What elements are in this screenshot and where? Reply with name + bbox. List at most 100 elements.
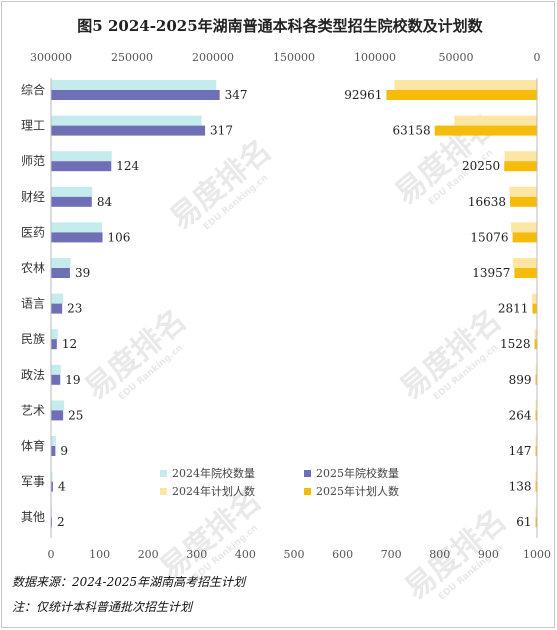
bar-right-2025	[535, 517, 537, 528]
data-label-left: 84	[97, 195, 113, 209]
data-label-left: 124	[116, 159, 139, 173]
data-label-left: 23	[67, 302, 82, 316]
bottom-tick-label: 1000	[523, 548, 551, 561]
bar-left-2025	[51, 161, 112, 172]
bar-right-2024	[512, 258, 537, 268]
category-label: 民族	[21, 332, 45, 346]
bar-left-2025	[51, 268, 70, 278]
data-label-right: 138	[509, 480, 532, 494]
bar-left-2025	[51, 410, 64, 421]
bottom-axis: 0 100 200 300 400 500 600 700 800 900 1000	[48, 548, 552, 561]
bar-left-2025	[51, 303, 63, 314]
data-label-right: 13957	[472, 266, 510, 280]
top-tick-label: 50000	[439, 51, 474, 64]
bar-left-2024	[51, 222, 103, 233]
bar-left-2024	[51, 293, 64, 304]
legend-label: 2025年院校数量	[316, 466, 399, 480]
data-label-left: 347	[225, 88, 248, 102]
bar-right-2024	[535, 364, 537, 375]
top-tick-label: 200000	[192, 51, 234, 64]
bottom-tick-label: 200	[138, 548, 159, 561]
data-label-left: 2	[57, 515, 65, 529]
bar-left-2024	[51, 186, 93, 197]
legend-item: 2024年院校数量	[160, 466, 255, 480]
left-panel-bars: 347 317 124 84 106 39 23 12 19 25 9 4 2	[51, 80, 248, 529]
bar-left-2025	[51, 481, 53, 492]
data-label-left: 12	[62, 337, 77, 351]
bar-right-2025	[535, 410, 537, 421]
right-panel-bars: 92961 63158 20250 16638 15076 13957 2811 1528 89…	[344, 80, 537, 529]
bar-left-2024	[51, 400, 65, 411]
bar-right-2024	[534, 329, 537, 340]
bar-left-2025	[51, 374, 61, 385]
bar-right-2024	[535, 471, 537, 482]
bar-right-2024	[511, 222, 537, 233]
bar-right-2025	[434, 125, 537, 136]
legend-swatch	[304, 488, 311, 495]
bar-left-2024	[51, 80, 217, 90]
top-tick-label: 300000	[30, 51, 72, 64]
bottom-tick-label: 600	[332, 548, 353, 561]
category-label: 政法	[21, 368, 45, 382]
bar-left-2024	[51, 364, 61, 375]
bar-left-2025	[51, 232, 103, 243]
category-label: 其他	[21, 510, 45, 524]
bar-left-2024	[51, 115, 202, 126]
bar-right-2024	[509, 186, 537, 197]
bar-right-2024	[394, 80, 537, 90]
legend-swatch	[160, 470, 167, 477]
top-axis: 300000 250000 200000 150000 100000 50000 0	[30, 51, 541, 64]
data-label-right: 899	[509, 373, 532, 387]
category-label: 军事	[21, 475, 45, 489]
legend-item: 2025年计划人数	[304, 484, 399, 498]
bar-right-2024	[504, 151, 537, 162]
bar-left-2025	[51, 90, 220, 100]
bar-right-2025	[535, 374, 537, 385]
category-label: 师范	[21, 154, 45, 168]
data-label-left: 4	[58, 480, 66, 494]
bar-left-2025	[51, 339, 57, 350]
legend-label: 2024年院校数量	[172, 466, 255, 480]
category-label: 农林	[21, 261, 45, 275]
data-label-right: 1528	[500, 337, 531, 351]
legend-label: 2025年计划人数	[316, 484, 399, 498]
bar-right-2025	[504, 161, 537, 172]
bar-right-2024	[454, 115, 537, 126]
bottom-tick-label: 100	[89, 548, 110, 561]
bottom-tick-label: 400	[235, 548, 256, 561]
data-label-right: 147	[509, 444, 532, 458]
source-note: 数据来源：2024-2025年湖南高考招生计划	[12, 575, 247, 589]
data-label-left: 106	[108, 230, 131, 244]
bar-left-2024	[51, 151, 112, 162]
bar-right-2025	[535, 481, 537, 492]
legend-swatch	[304, 470, 311, 477]
category-label: 艺术	[21, 403, 45, 417]
data-label-right: 61	[516, 515, 531, 529]
legend-item: 2025年院校数量	[304, 466, 399, 480]
data-label-right: 264	[509, 408, 532, 422]
category-label: 医药	[21, 225, 45, 239]
category-label: 语言	[21, 297, 45, 311]
bar-right-2024	[535, 400, 537, 411]
bar-right-2024	[532, 293, 537, 304]
top-tick-label: 100000	[354, 51, 396, 64]
bar-right-2025	[514, 268, 537, 278]
data-label-left: 9	[60, 444, 68, 458]
top-tick-label: 250000	[111, 51, 153, 64]
bottom-tick-label: 500	[284, 548, 305, 561]
top-tick-label: 150000	[273, 51, 315, 64]
bar-left-2025	[51, 196, 92, 207]
data-label-right: 15076	[470, 230, 508, 244]
bar-right-2025	[534, 339, 537, 350]
category-label: 综合	[21, 82, 45, 97]
data-label-left: 317	[210, 124, 233, 138]
data-label-right: 63158	[392, 124, 430, 138]
bar-right-2025	[512, 232, 537, 243]
chart-title: 图5 2024-2025年湖南普通本科各类型招生院校数及计划数	[77, 17, 483, 35]
bar-left-2024	[51, 258, 71, 268]
